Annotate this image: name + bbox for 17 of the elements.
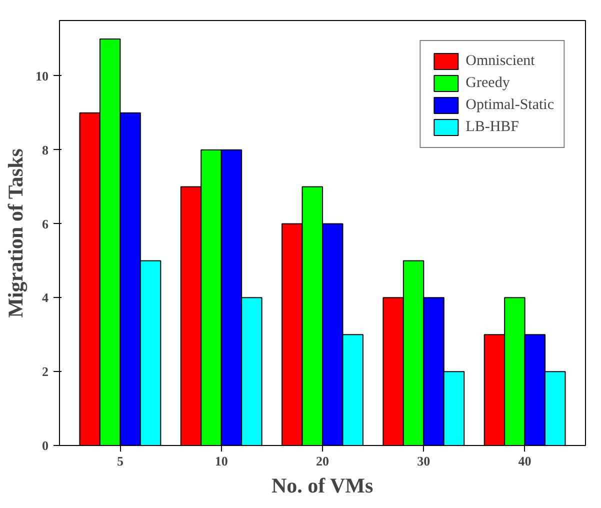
y-tick-label: 4 bbox=[42, 290, 49, 306]
legend-label: LB-HBF bbox=[466, 118, 520, 136]
y-tick-label: 8 bbox=[42, 142, 49, 158]
x-tick-label: 30 bbox=[417, 454, 430, 468]
x-axis-title: No. of VMs bbox=[271, 474, 374, 498]
legend-label: Omniscient bbox=[466, 52, 535, 70]
x-tick-label: 20 bbox=[316, 454, 329, 468]
y-tick-label: 10 bbox=[36, 68, 48, 84]
y-tick-label: 6 bbox=[42, 216, 49, 232]
y-tick-label: 2 bbox=[42, 364, 48, 380]
x-tick-label: 40 bbox=[518, 454, 532, 468]
legend-label: Optimal-Static bbox=[466, 96, 554, 114]
x-tick-label: 5 bbox=[116, 454, 124, 468]
x-tick-label: 10 bbox=[214, 454, 228, 468]
y-axis-title: Migration of Tasks bbox=[4, 148, 28, 318]
y-tick-label: 0 bbox=[42, 438, 48, 453]
legend-label: Greedy bbox=[466, 74, 510, 92]
